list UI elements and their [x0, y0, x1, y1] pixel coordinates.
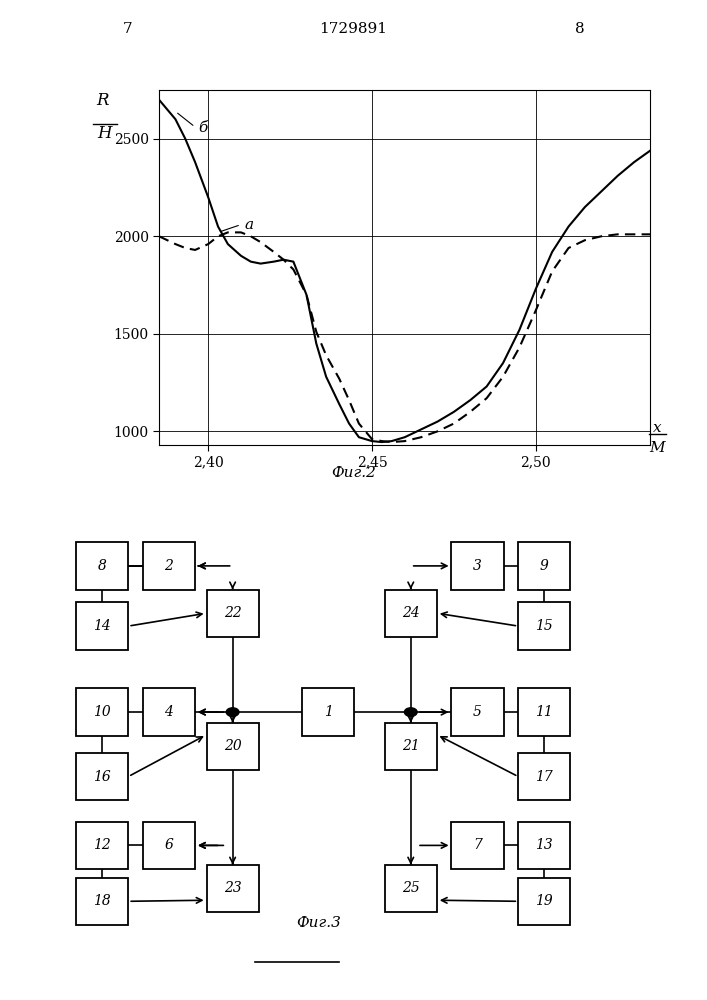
FancyBboxPatch shape [385, 590, 437, 637]
Text: 15: 15 [535, 619, 554, 633]
Text: R: R [96, 92, 109, 109]
FancyBboxPatch shape [452, 688, 503, 736]
FancyBboxPatch shape [143, 688, 195, 736]
FancyBboxPatch shape [518, 878, 571, 925]
FancyBboxPatch shape [143, 542, 195, 590]
FancyBboxPatch shape [385, 723, 437, 770]
FancyBboxPatch shape [518, 688, 571, 736]
FancyBboxPatch shape [518, 753, 571, 800]
Text: Фиг.2: Фиг.2 [331, 466, 376, 480]
Circle shape [226, 708, 239, 716]
Text: 7: 7 [122, 22, 132, 36]
Text: 14: 14 [93, 619, 111, 633]
Text: Фиг.3: Фиг.3 [296, 916, 341, 930]
FancyBboxPatch shape [206, 723, 259, 770]
Text: 11: 11 [535, 705, 554, 719]
Text: 23: 23 [223, 881, 242, 895]
Text: 1: 1 [324, 705, 332, 719]
FancyBboxPatch shape [76, 822, 128, 869]
Text: 5: 5 [473, 705, 482, 719]
Text: M: M [650, 441, 665, 455]
Text: 25: 25 [402, 881, 420, 895]
Text: 22: 22 [223, 606, 242, 620]
Text: 17: 17 [535, 770, 554, 784]
Text: 16: 16 [93, 770, 111, 784]
FancyBboxPatch shape [76, 602, 128, 650]
Text: 8: 8 [98, 559, 107, 573]
Text: 8: 8 [575, 22, 585, 36]
Text: 1729891: 1729891 [320, 22, 387, 36]
Circle shape [404, 708, 417, 716]
Text: б: б [199, 121, 208, 135]
FancyBboxPatch shape [76, 688, 128, 736]
FancyBboxPatch shape [452, 822, 503, 869]
FancyBboxPatch shape [206, 590, 259, 637]
Text: H: H [98, 125, 112, 142]
Text: 9: 9 [540, 559, 549, 573]
FancyBboxPatch shape [76, 753, 128, 800]
Text: 2: 2 [165, 559, 173, 573]
Text: 20: 20 [223, 740, 242, 754]
Text: 4: 4 [165, 705, 173, 719]
Text: x: x [653, 421, 662, 435]
Text: 12: 12 [93, 838, 111, 852]
Text: 6: 6 [165, 838, 173, 852]
Text: 21: 21 [402, 740, 420, 754]
Text: 19: 19 [535, 894, 554, 908]
FancyBboxPatch shape [518, 602, 571, 650]
Text: 24: 24 [402, 606, 420, 620]
FancyBboxPatch shape [518, 822, 571, 869]
FancyBboxPatch shape [76, 542, 128, 590]
FancyBboxPatch shape [452, 542, 503, 590]
FancyBboxPatch shape [385, 865, 437, 912]
Text: 13: 13 [535, 838, 554, 852]
FancyBboxPatch shape [206, 865, 259, 912]
Text: а: а [244, 218, 253, 232]
Text: 7: 7 [473, 838, 482, 852]
FancyBboxPatch shape [143, 822, 195, 869]
Text: 10: 10 [93, 705, 111, 719]
FancyBboxPatch shape [518, 542, 571, 590]
FancyBboxPatch shape [76, 878, 128, 925]
Text: 18: 18 [93, 894, 111, 908]
Text: 3: 3 [473, 559, 482, 573]
FancyBboxPatch shape [302, 688, 354, 736]
